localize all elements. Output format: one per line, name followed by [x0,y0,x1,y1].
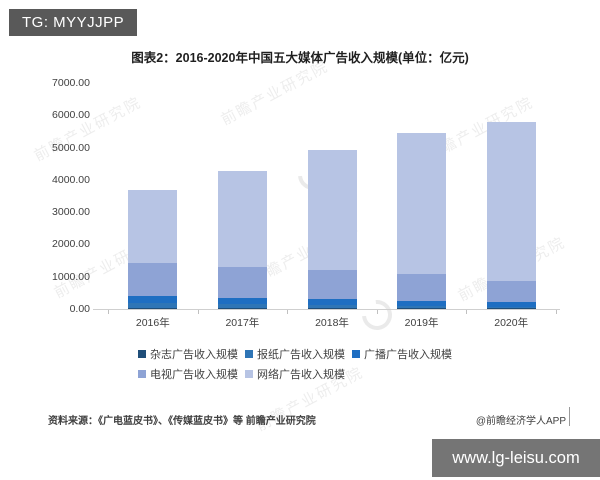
legend-label: 报纸广告收入规模 [257,349,345,361]
legend-item: 报纸广告收入规模 [245,346,345,362]
y-tick-label: 1000.00 [52,270,90,283]
bar-segment [307,308,357,309]
bar-segment [397,273,447,301]
bar-segment [217,297,267,305]
y-tick-label: 0.00 [69,303,90,315]
header-badge: TG: MYYJJPP [9,9,138,36]
x-tick-label: 2016年 [135,317,170,329]
legend-label: 杂志广告收入规模 [150,349,238,361]
bar-segment [397,300,447,307]
bar-segment [307,269,357,299]
legend-item: 网络广告收入规模 [245,366,345,382]
y-tick-label: 5000.00 [52,141,90,154]
bar-segment [128,189,178,264]
legend-swatch [138,350,146,358]
bar-segment [217,304,267,308]
x-axis-line [93,309,560,310]
bar-segment [486,302,536,307]
bar-segment [397,308,447,309]
legend-swatch [245,350,253,358]
x-tick-label: 2018年 [315,317,349,329]
stacked-bar-2020 [486,122,536,309]
site-watermark-banner: www.lg-leisu.com [432,439,600,477]
x-tick-label: 2020年 [494,317,529,329]
legend-item: 杂志广告收入规模 [138,346,238,362]
source-note: 资料来源：《广电蓝皮书》、《传媒蓝皮书》等 前瞻产业研究院 [48,416,316,427]
stacked-bar-2019 [397,133,447,309]
stacked-bar-2018 [307,150,357,309]
legend-swatch [245,370,253,378]
legend-item: 电视广告收入规模 [138,366,238,382]
legend-label: 网络广告收入规模 [257,369,345,381]
legend-row: 杂志广告收入规模 报纸广告收入规模 广播广告收入规模 [138,346,459,362]
watermark-text: 前瞻产业研究院 [218,57,332,129]
bar-segment [397,133,447,274]
x-tick-label: 2017年 [225,317,260,329]
text-caret-artifact [569,407,570,426]
y-tick-label: 7000.00 [52,77,90,89]
legend-swatch [352,350,360,358]
y-tick-label: 2000.00 [52,238,90,251]
x-axis-tick [376,310,378,314]
legend-row: 电视广告收入规模 网络广告收入规模 [138,366,352,382]
bar-segment [128,307,178,309]
watermark-text: 前瞻产业研究院 [31,93,145,165]
stacked-bar-2016 [128,189,178,309]
bar-segment [307,150,357,270]
legend-label: 广播广告收入规模 [364,349,452,361]
x-axis-tick [108,310,109,314]
stacked-bar-2017 [217,170,267,309]
y-tick-label: 4000.00 [52,173,90,186]
legend-swatch [138,370,146,378]
bar-segment [128,296,178,304]
chart-title: 图表2：2016-2020年中国五大媒体广告收入规模(单位：亿元) [131,51,469,65]
x-axis-tick [466,310,468,314]
bar-segment [128,303,178,308]
credit-note: @前瞻经济学人APP [475,416,566,427]
x-axis-tick [556,310,557,314]
x-tick-label: 2019年 [404,317,439,329]
bar-segment [217,170,267,268]
y-tick-label: 3000.00 [52,206,90,219]
bar-segment [217,267,267,298]
legend-label: 电视广告收入规模 [150,369,238,381]
legend-item: 广播广告收入规模 [352,346,452,362]
bar-segment [307,298,357,305]
y-tick-label: 6000.00 [52,109,90,122]
bar-segment [486,306,536,309]
bar-segment [307,304,357,309]
bar-segment [397,306,447,309]
bar-segment [217,307,267,309]
x-axis-tick [287,310,289,314]
bar-segment [128,263,178,297]
bar-segment [486,280,536,303]
bar-segment [486,122,536,281]
x-axis-tick [197,310,199,314]
